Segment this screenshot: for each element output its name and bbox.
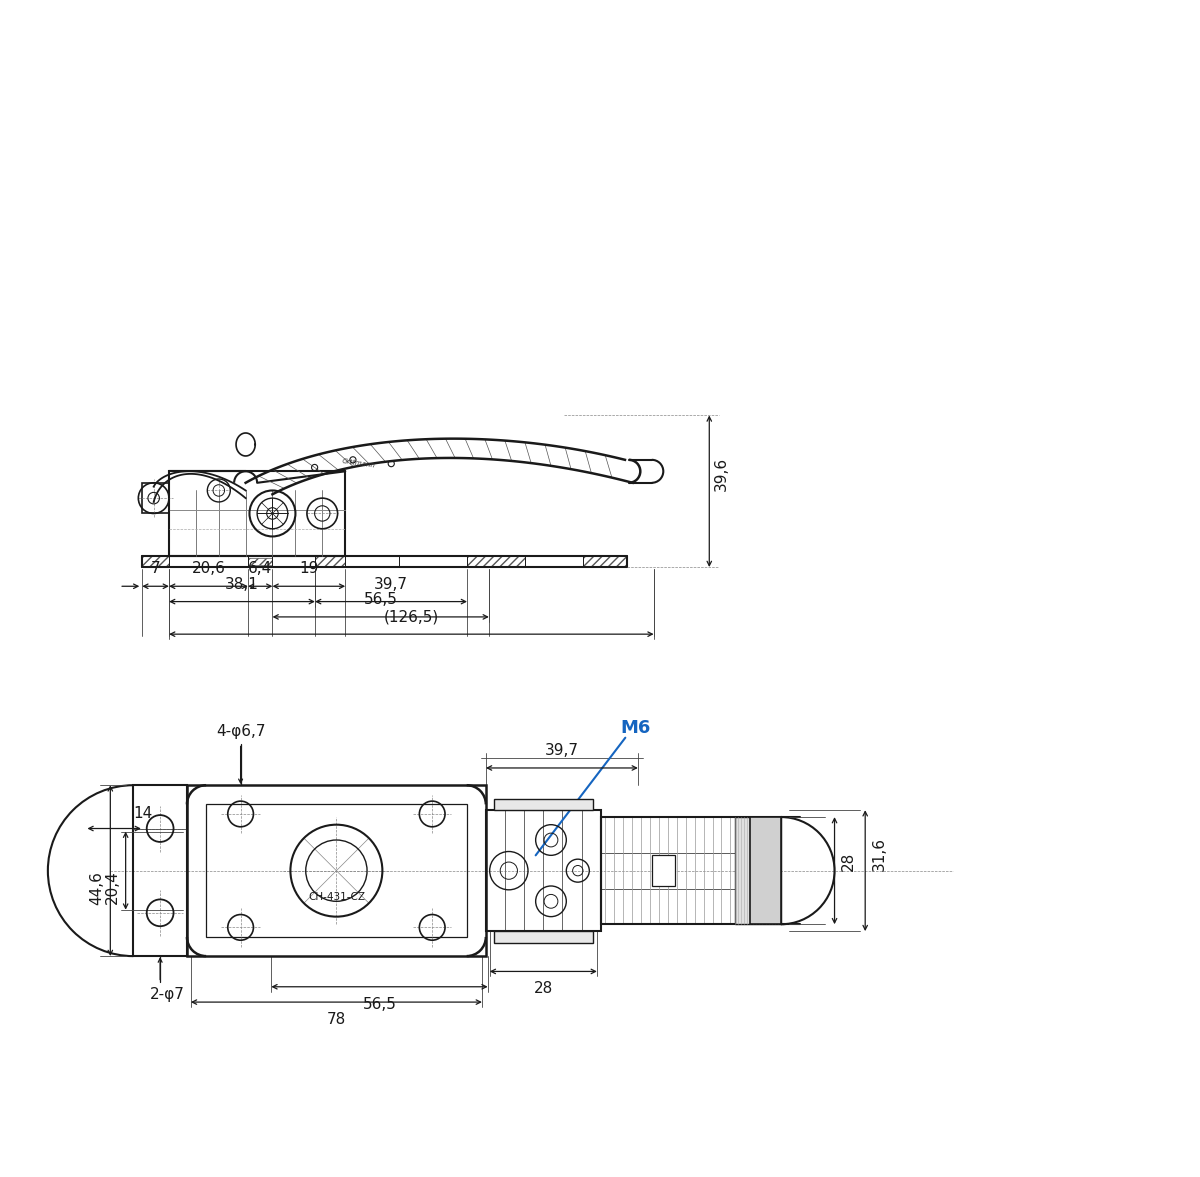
Bar bbox=[734, 817, 781, 924]
Text: 39,7: 39,7 bbox=[374, 577, 408, 592]
Bar bbox=[142, 556, 169, 567]
Text: (126,5): (126,5) bbox=[384, 610, 439, 624]
Text: 39,6: 39,6 bbox=[714, 457, 728, 491]
Bar bbox=[653, 856, 676, 886]
Text: CH-431-CZ: CH-431-CZ bbox=[308, 892, 365, 903]
Bar bbox=[142, 483, 169, 513]
Bar bbox=[493, 931, 593, 943]
Text: 14: 14 bbox=[133, 806, 152, 822]
Text: 20,6: 20,6 bbox=[192, 561, 226, 577]
Text: 56,5: 56,5 bbox=[364, 592, 397, 607]
Text: 31,6: 31,6 bbox=[871, 837, 887, 871]
Bar bbox=[187, 785, 486, 956]
Bar bbox=[169, 471, 346, 556]
Text: 6,4: 6,4 bbox=[248, 561, 272, 577]
Text: 2-φ7: 2-φ7 bbox=[150, 988, 185, 1002]
Text: 38,1: 38,1 bbox=[226, 577, 259, 592]
Bar bbox=[750, 817, 781, 924]
Text: 19: 19 bbox=[299, 561, 318, 577]
Text: 44,6: 44,6 bbox=[89, 871, 104, 905]
Text: 28: 28 bbox=[841, 851, 856, 871]
Bar bbox=[486, 810, 601, 931]
Bar bbox=[583, 556, 626, 567]
Bar bbox=[206, 804, 467, 937]
Bar bbox=[493, 799, 593, 810]
Text: 28: 28 bbox=[534, 982, 553, 997]
Text: 39,7: 39,7 bbox=[545, 743, 578, 758]
Text: Grttmann: Grttmann bbox=[342, 458, 376, 468]
Bar bbox=[133, 785, 187, 956]
Bar bbox=[248, 558, 272, 565]
Bar bbox=[314, 556, 346, 567]
Text: 56,5: 56,5 bbox=[362, 997, 396, 1012]
Text: 20,4: 20,4 bbox=[106, 871, 120, 904]
Text: 7: 7 bbox=[151, 561, 161, 577]
Text: 4-φ6,7: 4-φ6,7 bbox=[216, 724, 265, 739]
Text: 78: 78 bbox=[326, 1012, 346, 1028]
Bar bbox=[467, 556, 526, 567]
Bar bbox=[601, 817, 781, 924]
Text: M6: M6 bbox=[620, 719, 650, 737]
